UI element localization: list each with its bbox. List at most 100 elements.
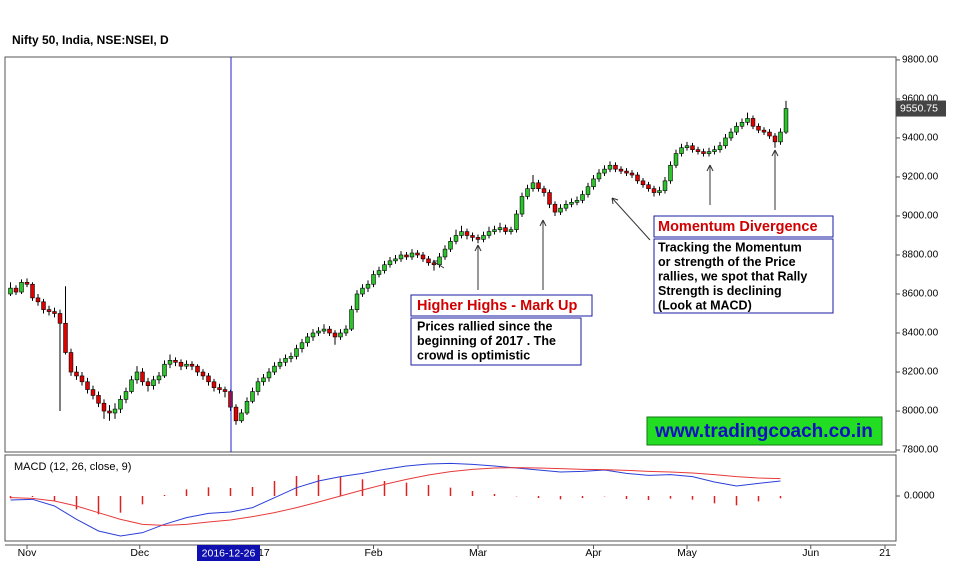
- candle-body: [668, 164, 673, 182]
- candle-body: [536, 182, 541, 189]
- candle-body: [217, 387, 222, 390]
- candle-body: [63, 322, 68, 353]
- annotation-line: Strength is declining: [658, 284, 782, 298]
- candle-body: [360, 287, 365, 295]
- candle-body: [613, 164, 618, 170]
- candle-body: [277, 361, 283, 367]
- candle-body: [261, 377, 266, 383]
- candle-body: [316, 330, 321, 334]
- candle-body: [41, 301, 46, 310]
- candle-body: [624, 170, 629, 174]
- candle-body: [701, 151, 706, 154]
- y-tick-label: 8200.00: [902, 367, 939, 378]
- candle-body: [310, 332, 316, 338]
- candle-body: [371, 274, 376, 285]
- candle-body: [387, 260, 393, 266]
- candle-body: [585, 186, 591, 195]
- candle-body: [778, 131, 783, 143]
- candle-body: [393, 258, 398, 262]
- candle-body: [134, 371, 140, 381]
- y-tick-label: 8600.00: [902, 289, 939, 300]
- x-tick-label: May: [677, 547, 698, 559]
- candle-body: [728, 131, 734, 139]
- candle-body: [541, 188, 547, 193]
- candle-body: [151, 379, 156, 386]
- y-tick-label: 9800.00: [902, 55, 939, 66]
- candle-body: [442, 248, 448, 258]
- candle-body: [459, 231, 464, 236]
- candle-body: [772, 135, 778, 143]
- x-tick-label: Nov: [18, 547, 37, 559]
- candle-body: [299, 342, 305, 349]
- x-tick-label: Dec: [130, 547, 149, 559]
- y-tick-label: 0.0000: [904, 491, 935, 502]
- annotation-line: crowd is optimistic: [417, 348, 530, 362]
- candle-body: [321, 328, 327, 332]
- candle-body: [244, 400, 250, 414]
- arrows: [432, 149, 779, 290]
- candle-body: [90, 389, 96, 396]
- macd-title: MACD (12, 26, close, 9): [14, 461, 131, 473]
- candle-body: [662, 180, 668, 191]
- candle-body: [294, 348, 299, 357]
- candle-body: [332, 332, 338, 338]
- y-tick-label: 9000.00: [902, 211, 939, 222]
- candle-body: [640, 180, 646, 186]
- candle-body: [112, 408, 118, 414]
- macd-line: [10, 467, 781, 526]
- annotation-line: Prices rallied since the: [417, 319, 553, 333]
- candle-body: [178, 361, 184, 367]
- x-tick-label: 21: [879, 547, 891, 559]
- candle-body: [475, 237, 481, 240]
- candle-body: [734, 125, 739, 133]
- candle-body: [46, 309, 52, 312]
- macd-panel: [4, 454, 897, 542]
- candle-body: [712, 149, 717, 152]
- candle-body: [525, 188, 530, 197]
- candle-body: [673, 153, 679, 166]
- candle-body: [283, 358, 288, 363]
- candle-body: [723, 137, 728, 147]
- candle-body: [497, 227, 503, 230]
- annotation-title: Momentum Divergence: [658, 219, 818, 235]
- watermark-box: [646, 416, 883, 446]
- candle-body: [239, 412, 244, 422]
- candle-body: [448, 241, 453, 250]
- candle-body: [222, 389, 228, 392]
- x-tick-label: Jun: [802, 547, 819, 559]
- candle-body: [635, 174, 640, 182]
- candle-body: [563, 203, 569, 209]
- candle-body: [184, 363, 189, 367]
- candle-body: [453, 235, 459, 242]
- y-tick-label: 9600.00: [902, 94, 939, 105]
- candle-body: [19, 281, 24, 293]
- candle-body: [464, 231, 470, 236]
- candle-body: [338, 332, 343, 338]
- candle-body: [255, 381, 261, 392]
- candles: [8, 100, 789, 425]
- candle-body: [717, 145, 723, 150]
- candle-body: [382, 264, 387, 271]
- candle-body: [558, 207, 563, 213]
- candle-body: [607, 164, 613, 170]
- candle-body: [547, 192, 552, 205]
- candle-body: [437, 256, 442, 266]
- y-tick-label: 8000.00: [902, 406, 939, 417]
- candle-body: [745, 118, 750, 123]
- candle-body: [123, 391, 129, 400]
- candle-body: [750, 118, 756, 127]
- candle-body: [706, 151, 712, 154]
- candle-body: [695, 149, 701, 152]
- candle-body: [354, 293, 360, 310]
- annotation-line: beginning of 2017 . The: [417, 334, 556, 348]
- candle-body: [140, 371, 145, 383]
- candle-body: [200, 371, 206, 377]
- candle-body: [189, 363, 195, 367]
- last-price: 9550.75: [900, 102, 938, 114]
- candle-body: [508, 229, 514, 232]
- annotation-line: Tracking the Momentum: [658, 240, 802, 254]
- candle-body: [266, 371, 272, 379]
- candle-body: [398, 254, 404, 260]
